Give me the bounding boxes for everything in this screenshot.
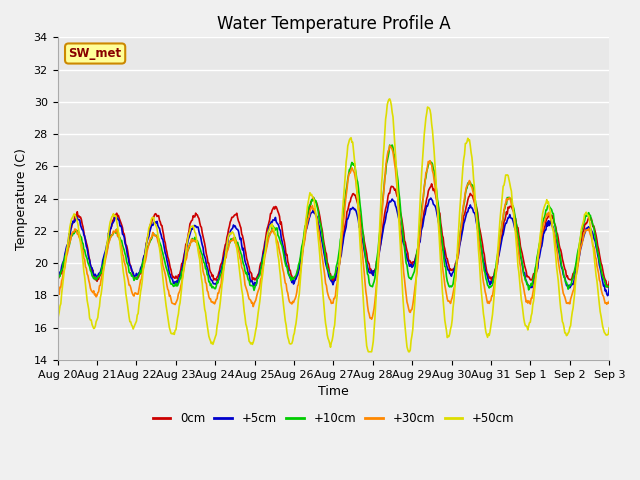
Line: 0cm: 0cm bbox=[58, 184, 609, 288]
0cm bbox=[234, 215, 241, 221]
0cm bbox=[554, 236, 562, 241]
+30cm bbox=[386, 143, 394, 149]
0cm bbox=[201, 241, 209, 247]
Y-axis label: Temperature (C): Temperature (C) bbox=[15, 148, 28, 250]
+5cm bbox=[54, 276, 61, 281]
+10cm bbox=[201, 260, 209, 266]
+30cm bbox=[520, 286, 527, 291]
+10cm bbox=[234, 240, 241, 245]
0cm bbox=[69, 219, 77, 225]
+30cm bbox=[556, 264, 563, 270]
+50cm bbox=[54, 318, 61, 324]
+10cm bbox=[54, 275, 61, 281]
+10cm bbox=[69, 229, 77, 235]
+10cm bbox=[388, 142, 396, 148]
+50cm bbox=[520, 315, 527, 321]
Line: +50cm: +50cm bbox=[58, 99, 609, 352]
+5cm bbox=[69, 218, 77, 224]
+5cm bbox=[201, 254, 209, 260]
Title: Water Temperature Profile A: Water Temperature Profile A bbox=[216, 15, 450, 33]
+50cm bbox=[143, 236, 151, 241]
+5cm bbox=[234, 227, 241, 232]
+30cm bbox=[143, 248, 151, 253]
+30cm bbox=[54, 290, 61, 296]
+5cm bbox=[554, 247, 562, 253]
X-axis label: Time: Time bbox=[318, 385, 349, 398]
+30cm bbox=[234, 243, 241, 249]
+30cm bbox=[69, 229, 77, 235]
0cm bbox=[143, 237, 151, 243]
+10cm bbox=[143, 245, 151, 251]
+30cm bbox=[368, 316, 376, 322]
0cm bbox=[605, 279, 613, 285]
Line: +30cm: +30cm bbox=[58, 146, 609, 319]
Text: SW_met: SW_met bbox=[68, 47, 122, 60]
+50cm bbox=[556, 288, 563, 294]
+5cm bbox=[604, 293, 611, 299]
+50cm bbox=[605, 325, 613, 331]
+5cm bbox=[519, 266, 527, 272]
+5cm bbox=[427, 195, 435, 201]
+50cm bbox=[386, 96, 394, 102]
0cm bbox=[519, 254, 527, 260]
+50cm bbox=[201, 306, 209, 312]
+50cm bbox=[234, 251, 241, 257]
Line: +5cm: +5cm bbox=[58, 198, 609, 296]
+5cm bbox=[605, 285, 613, 291]
+10cm bbox=[605, 284, 613, 290]
Line: +10cm: +10cm bbox=[58, 145, 609, 290]
+10cm bbox=[250, 288, 258, 293]
0cm bbox=[54, 274, 61, 280]
0cm bbox=[605, 285, 612, 290]
+50cm bbox=[69, 214, 77, 219]
+5cm bbox=[143, 239, 151, 244]
+10cm bbox=[556, 247, 563, 253]
Legend: 0cm, +5cm, +10cm, +30cm, +50cm: 0cm, +5cm, +10cm, +30cm, +50cm bbox=[148, 408, 519, 430]
+10cm bbox=[520, 272, 527, 278]
+30cm bbox=[201, 274, 209, 279]
+30cm bbox=[605, 299, 613, 304]
0cm bbox=[428, 181, 435, 187]
+50cm bbox=[365, 349, 372, 355]
